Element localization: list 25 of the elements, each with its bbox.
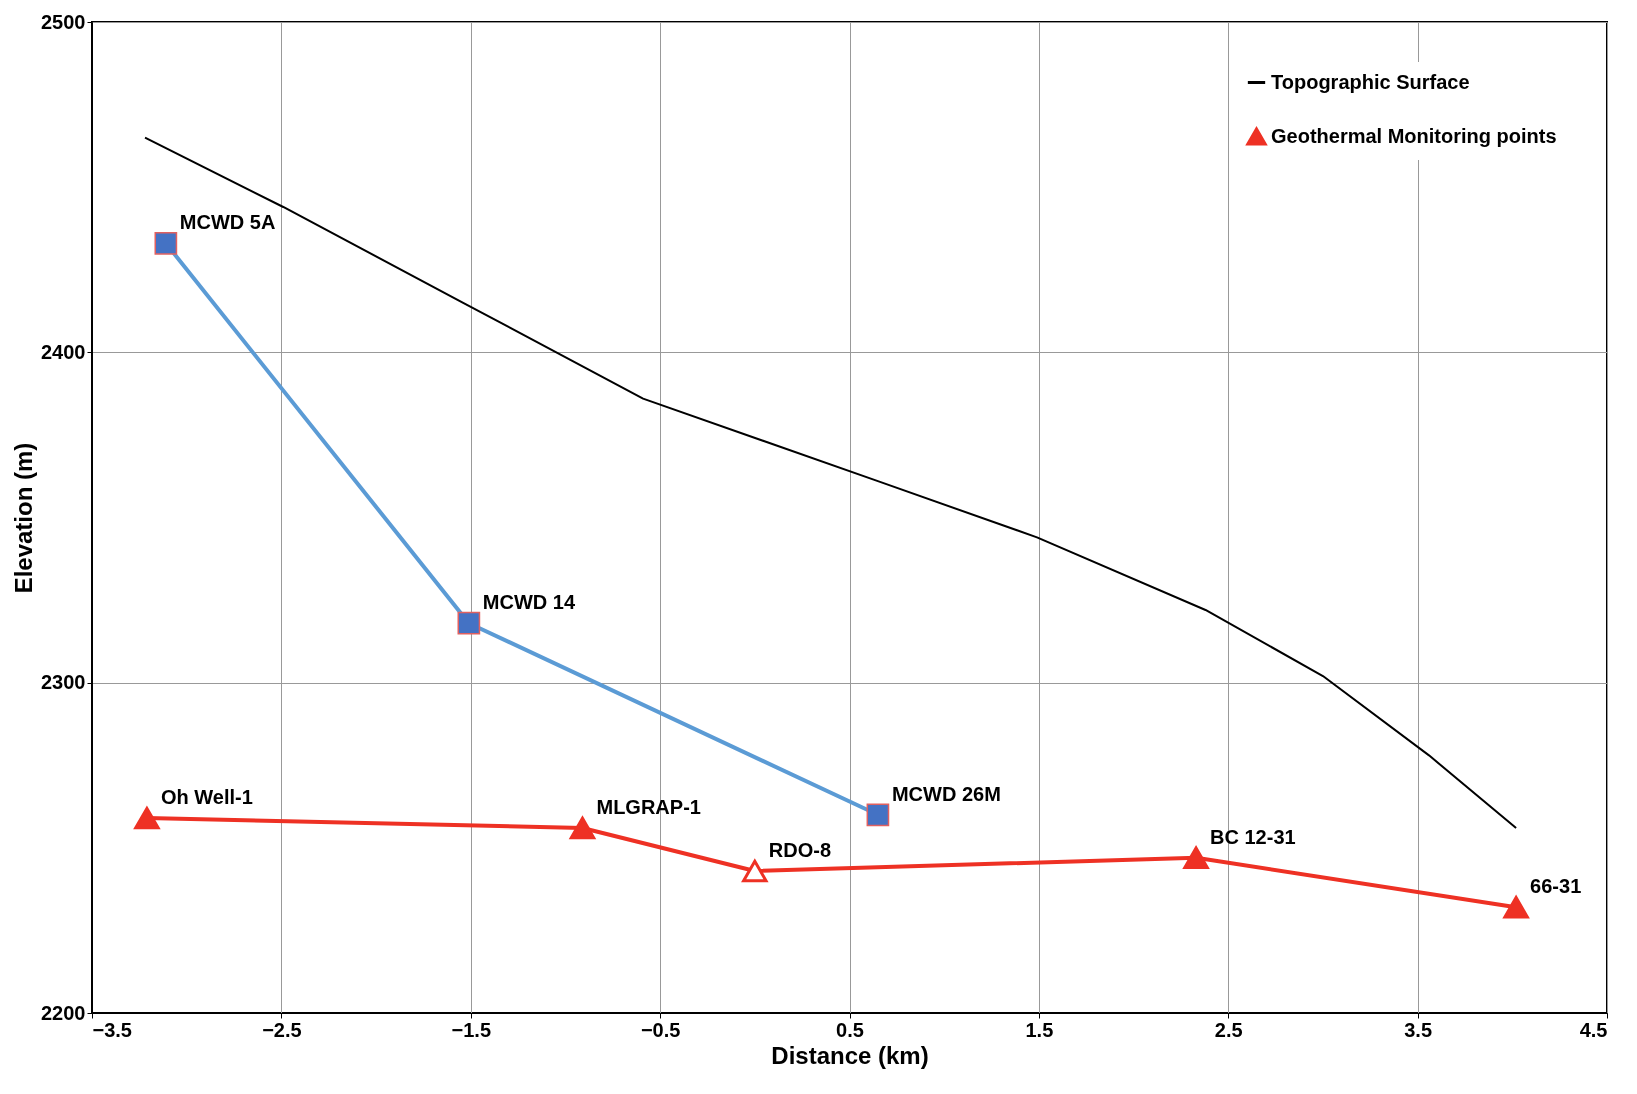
x-tick-label: 3.5 bbox=[1404, 1018, 1433, 1041]
x-tick-label: −1.5 bbox=[451, 1018, 491, 1041]
x-tick-label: 1.5 bbox=[1025, 1018, 1054, 1041]
y-tick-label: 2200 bbox=[41, 1001, 86, 1024]
x-tick-label: −2.5 bbox=[262, 1018, 302, 1041]
y-tick-label: 2500 bbox=[41, 10, 86, 33]
x-tick-label: 0.5 bbox=[836, 1018, 864, 1041]
annotation: 66-31 bbox=[1530, 875, 1582, 898]
y-tick-label: 2400 bbox=[41, 340, 86, 363]
annotation: RDO-8 bbox=[768, 838, 832, 861]
annotation: BC 12-31 bbox=[1210, 825, 1296, 848]
y-axis-title: Elevation (m) bbox=[10, 442, 38, 594]
x-tick-label: −0.5 bbox=[640, 1018, 681, 1041]
legend-label: Topographic Surface bbox=[1271, 70, 1470, 93]
annotation: MCWD 26M bbox=[891, 782, 1001, 805]
x-tick-label: 4.5 bbox=[1579, 1018, 1608, 1041]
legend-label: Geothermal Monitoring points bbox=[1271, 124, 1557, 147]
x-tick-label: 2.5 bbox=[1214, 1018, 1243, 1041]
y-tick-label: 2300 bbox=[41, 671, 86, 694]
x-tick-label: −3.5 bbox=[92, 1018, 132, 1041]
annotation: MCWD 5A bbox=[179, 211, 276, 234]
annotation: MCWD 14 bbox=[482, 591, 576, 614]
annotation: MLGRAP-1 bbox=[596, 796, 701, 819]
x-axis-title: Distance (km) bbox=[771, 1041, 929, 1069]
annotation: Oh Well-1 bbox=[160, 786, 253, 809]
